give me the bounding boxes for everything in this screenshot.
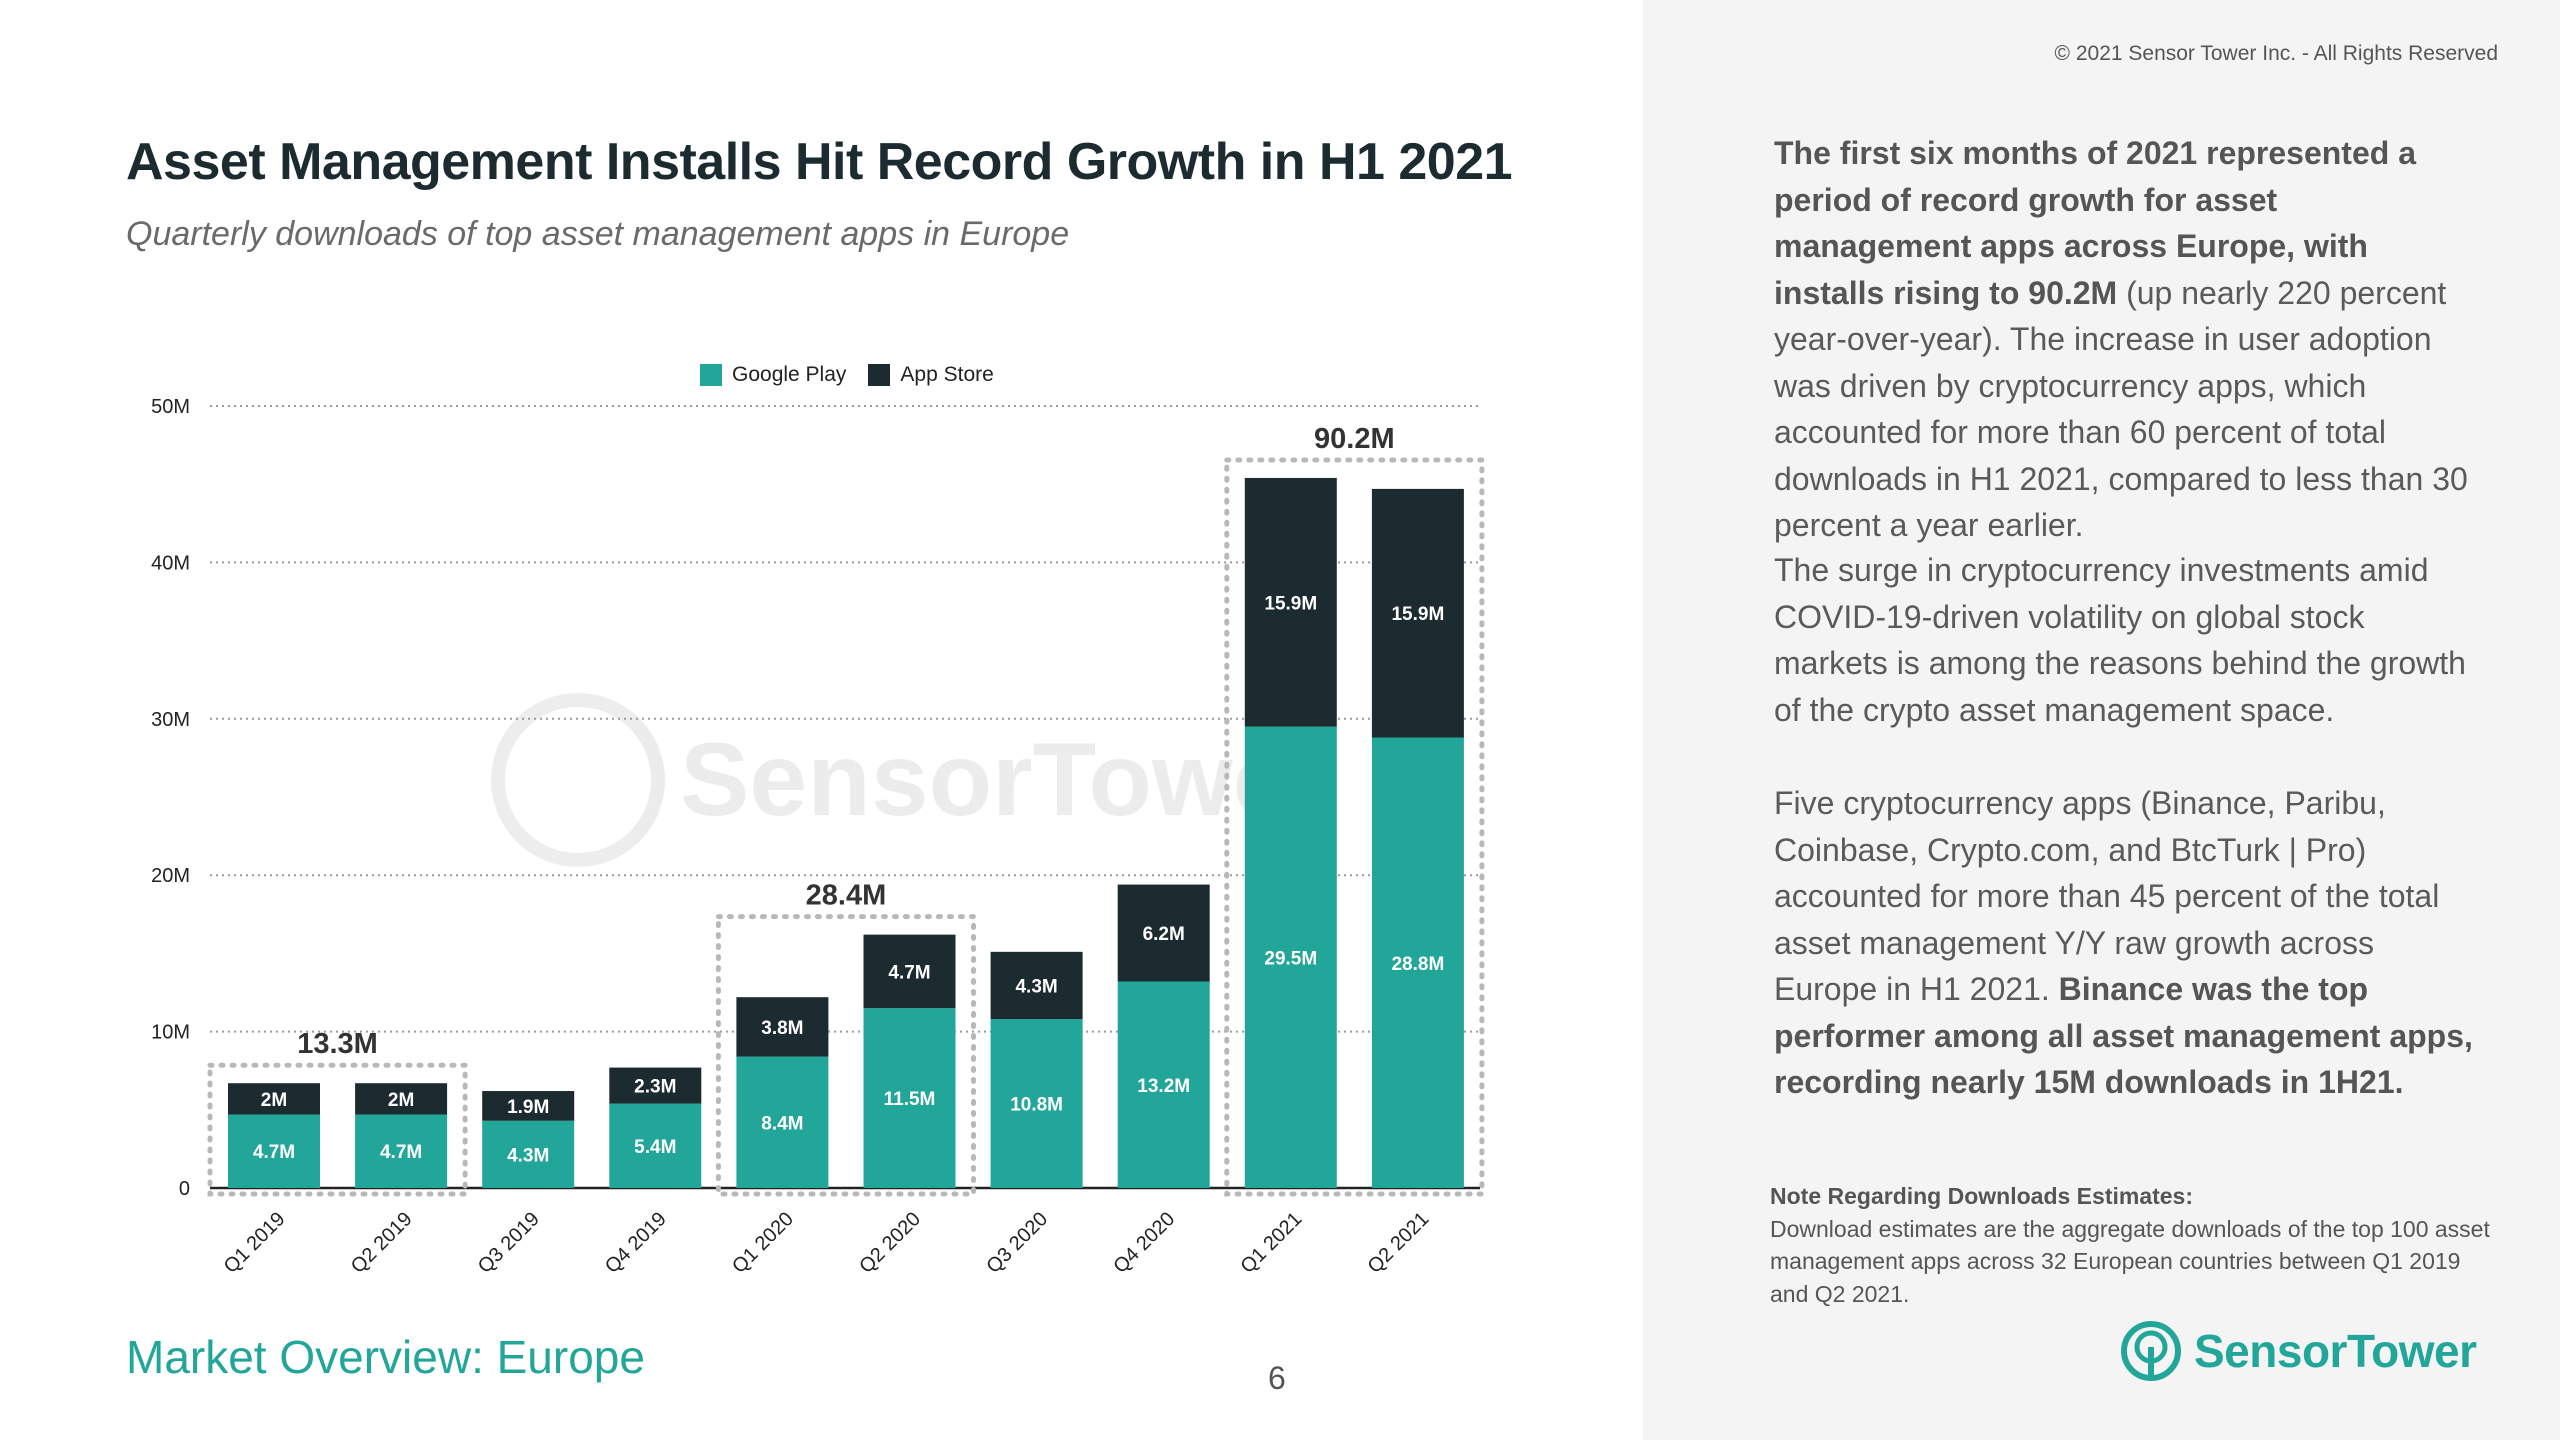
data-label-google-play: 29.5M [1264,948,1317,969]
chart-legend: Google Play App Store [700,363,994,387]
x-tick-label: Q4 2020 [1109,1208,1179,1278]
x-tick-label: Q3 2019 [474,1208,544,1278]
commentary-panel [1643,0,2560,1440]
bar-app-store [482,1091,575,1121]
x-tick-label: Q3 2020 [982,1208,1052,1278]
bar-google-play [609,1103,702,1188]
data-label-google-play: 28.8M [1391,954,1444,975]
legend-item-google-play: Google Play [700,363,846,387]
page-title: Asset Management Installs Hit Record Gro… [126,133,1513,191]
x-tick-label: Q1 2019 [220,1208,290,1278]
bar-google-play [1244,726,1337,1188]
x-tick-label: Q2 2019 [347,1208,417,1278]
data-label-app-store: 6.2M [1143,924,1185,945]
data-label-google-play: 10.8M [1010,1095,1063,1116]
note-body: Download estimates are the aggregate dow… [1770,1215,2490,1307]
data-label-app-store: 15.9M [1391,604,1444,625]
bar-app-store [863,934,956,1009]
paragraph-2-text: The surge in cryptocurrency investments … [1774,552,2466,728]
bar-app-store [990,951,1083,1020]
data-label-app-store: 15.9M [1264,593,1317,614]
data-label-app-store: 2M [261,1090,287,1111]
paragraph-3-bold: Binance was the top performer among all … [1774,971,2473,1100]
page-number: 6 [1268,1360,1286,1396]
bar-app-store [1117,884,1210,982]
commentary-paragraph-3: Five cryptocurrency apps (Binance, Parib… [1774,780,2474,1106]
data-label-app-store: 4.7M [888,962,930,983]
google-play-swatch [700,364,722,386]
app-store-swatch [868,364,891,386]
page-subtitle: Quarterly downloads of top asset managem… [126,215,1070,253]
sensor-tower-logo-icon [2121,1321,2181,1381]
stacked-bar-chart: SensorTower 0 10M 20M 30M 40M 50M 4.7M 2M Q1 2019… [151,396,1485,1278]
y-tick-label: 50M [151,396,190,418]
downloads-note: Note Regarding Downloads Estimates: Down… [1770,1180,2490,1310]
legend-item-app-store: App Store [868,363,994,387]
data-label-app-store: 3.8M [761,1018,803,1039]
annotation-label: 13.3M [297,1028,378,1060]
commentary-paragraph-1: The first six months of 2021 represented… [1774,130,2474,549]
data-label-google-play: 5.4M [634,1137,676,1158]
bar-app-store [355,1083,448,1115]
section-footer: Market Overview: Europe [126,1331,645,1383]
bar-google-play [990,1019,1083,1188]
data-label-google-play: 8.4M [761,1113,803,1134]
x-tick-label: Q4 2019 [601,1208,671,1278]
bar-app-store [736,997,829,1057]
legend-label-app-store: App Store [900,363,994,386]
legend-label-google-play: Google Play [732,363,847,386]
annotation-box [715,914,977,1197]
paragraph-3-text: Five cryptocurrency apps (Binance, Parib… [1774,785,2440,1007]
annotation-label: 90.2M [1314,423,1395,455]
x-tick-label: Q1 2021 [1237,1208,1307,1278]
watermark: SensorTower [491,693,1331,867]
data-label-google-play: 13.2M [1137,1076,1190,1097]
bar-google-play [863,1008,956,1188]
data-label-app-store: 4.3M [1015,976,1057,997]
y-tick-label: 10M [151,1022,190,1044]
bar-google-play [228,1114,320,1188]
data-label-google-play: 4.3M [507,1145,549,1166]
bar-google-play [482,1120,575,1188]
copyright-notice: © 2021 Sensor Tower Inc. - All Rights Re… [2054,42,2498,65]
y-tick-label: 0 [179,1178,190,1200]
data-label-app-store: 1.9M [507,1097,549,1118]
bar-google-play [1117,981,1210,1188]
bar-app-store [609,1067,702,1104]
note-title: Note Regarding Downloads Estimates: [1770,1183,2194,1209]
y-tick-label: 20M [151,865,190,887]
data-label-app-store: 2.3M [634,1077,676,1098]
bar-app-store [1244,477,1337,727]
bar-google-play [355,1114,448,1188]
data-label-google-play: 4.7M [380,1142,422,1163]
annotation-label: 28.4M [806,880,887,912]
data-label-google-play: 11.5M [884,1089,936,1110]
x-tick-label: Q2 2020 [855,1208,925,1278]
watermark-logo-icon [491,693,665,867]
paragraph-1-bold: The first six months of 2021 represented… [1774,135,2416,311]
bar-google-play [736,1056,829,1188]
y-tick-label: 30M [151,709,190,731]
data-label-google-play: 4.7M [253,1142,295,1163]
main-panel [0,0,1643,1440]
y-tick-label: 40M [151,552,190,574]
annotation-box [207,1062,468,1197]
x-tick-label: Q1 2020 [728,1208,798,1278]
bar-app-store [1371,488,1464,738]
data-label-app-store: 2M [388,1090,414,1111]
x-tick-label: Q2 2021 [1364,1208,1434,1278]
watermark-text: SensorTower [680,722,1331,838]
commentary-paragraph-2: The surge in cryptocurrency investments … [1774,547,2474,733]
bar-google-play [1371,737,1464,1188]
brand-name: SensorTower [2194,1325,2477,1377]
brand-logo: SensorTower [2120,1320,2477,1382]
bar-app-store [228,1083,320,1115]
paragraph-1-rest: (up nearly 220 percent year-over-year). … [1774,274,2468,544]
